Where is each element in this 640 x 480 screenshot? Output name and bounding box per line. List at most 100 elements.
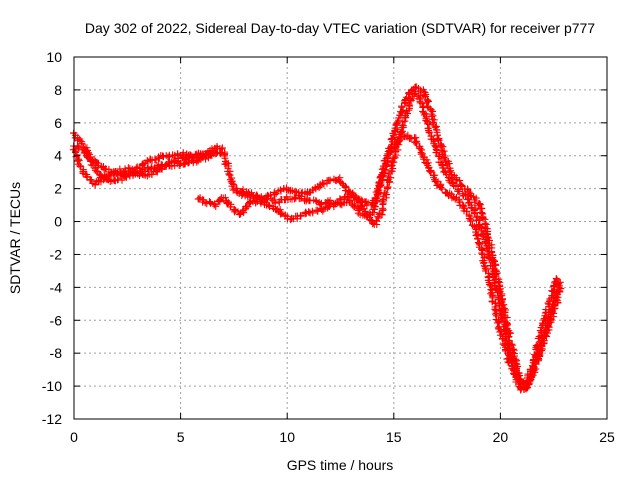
data-point xyxy=(491,310,499,318)
x-tick-label: 15 xyxy=(386,429,402,445)
data-point xyxy=(427,106,435,114)
data-point xyxy=(456,176,464,184)
data-point xyxy=(78,140,86,148)
data-point xyxy=(314,206,322,214)
data-point xyxy=(174,154,182,162)
data-point xyxy=(420,92,428,100)
data-point xyxy=(405,100,413,108)
data-point xyxy=(437,184,445,192)
data-point xyxy=(379,192,387,200)
data-point xyxy=(483,233,491,241)
axis-ticks xyxy=(73,56,608,420)
data-point xyxy=(384,173,392,181)
data-series xyxy=(69,83,565,394)
x-tick-label: 20 xyxy=(493,429,509,445)
data-point xyxy=(277,210,285,218)
data-point xyxy=(276,186,284,194)
data-point xyxy=(369,220,377,228)
data-point xyxy=(382,155,390,163)
data-point xyxy=(87,158,95,166)
data-point xyxy=(390,158,398,166)
data-point xyxy=(391,124,399,132)
data-point xyxy=(472,232,480,240)
data-point xyxy=(423,117,431,125)
data-point xyxy=(91,181,99,189)
data-point xyxy=(221,194,229,202)
data-point xyxy=(315,184,323,192)
x-axis-title: GPS time / hours xyxy=(287,457,394,473)
data-point xyxy=(438,185,446,193)
data-point xyxy=(398,121,406,129)
data-point xyxy=(418,150,426,158)
data-point xyxy=(488,298,496,306)
y-axis-title: SDTVAR / TECUs xyxy=(7,182,23,294)
y-tick-label: -4 xyxy=(50,279,63,295)
data-point xyxy=(207,199,215,207)
data-point xyxy=(132,164,140,172)
data-point xyxy=(291,193,299,201)
data-point xyxy=(124,164,132,172)
data-point xyxy=(540,316,548,324)
data-point xyxy=(530,363,538,371)
x-tick-label: 10 xyxy=(279,429,295,445)
data-point xyxy=(425,120,433,128)
data-point xyxy=(195,195,203,203)
y-tick-label: -10 xyxy=(42,378,62,394)
data-point xyxy=(383,153,391,161)
data-point xyxy=(429,118,437,126)
data-point xyxy=(376,174,384,182)
data-point xyxy=(497,309,505,317)
data-point xyxy=(486,244,494,252)
data-point xyxy=(378,165,386,173)
y-tick-label: 0 xyxy=(54,214,62,230)
data-point xyxy=(75,144,83,152)
data-point xyxy=(252,192,260,200)
data-point xyxy=(351,202,359,210)
data-point xyxy=(383,191,391,199)
data-point xyxy=(343,194,351,202)
data-point xyxy=(75,156,83,164)
x-tick-label: 25 xyxy=(599,429,615,445)
data-point xyxy=(372,195,380,203)
data-point xyxy=(528,362,536,370)
y-tick-label: -8 xyxy=(50,345,63,361)
data-point xyxy=(478,209,486,217)
data-point xyxy=(114,176,122,184)
y-tick-label: -2 xyxy=(50,246,63,262)
data-point xyxy=(552,274,560,282)
data-point xyxy=(506,329,514,337)
data-point xyxy=(398,127,406,135)
data-point xyxy=(306,197,314,205)
y-tick-label: -6 xyxy=(50,312,63,328)
data-point xyxy=(74,143,82,151)
data-point xyxy=(345,188,353,196)
data-point xyxy=(195,153,203,161)
grid-lines xyxy=(74,57,607,419)
data-point xyxy=(317,200,325,208)
data-point xyxy=(96,170,104,178)
data-point xyxy=(264,201,272,209)
data-point xyxy=(412,138,420,146)
data-point xyxy=(430,122,438,130)
data-point xyxy=(216,195,224,203)
data-point xyxy=(297,212,305,220)
data-point xyxy=(320,180,328,188)
x-tick-label: 0 xyxy=(70,429,78,445)
data-point xyxy=(416,145,424,153)
series-arc-5 xyxy=(233,83,561,390)
data-point xyxy=(532,342,540,350)
data-point xyxy=(423,99,431,107)
data-point xyxy=(494,324,502,332)
data-point xyxy=(551,285,559,293)
series-arc-4 xyxy=(194,88,564,393)
data-point xyxy=(506,342,514,350)
data-point xyxy=(482,265,490,273)
data-point xyxy=(225,170,233,178)
data-point xyxy=(508,340,516,348)
data-point xyxy=(139,160,147,168)
data-point xyxy=(495,278,503,286)
data-point xyxy=(492,260,500,268)
y-tick-label: 10 xyxy=(46,49,62,65)
data-point xyxy=(398,103,406,111)
